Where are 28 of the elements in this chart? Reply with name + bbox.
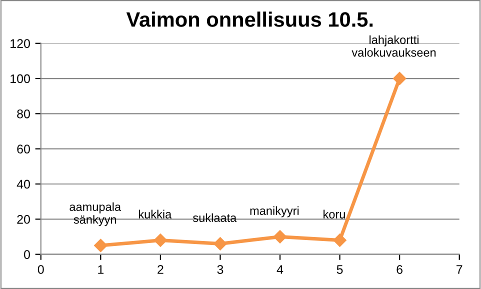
chart-title: Vaimon onnellisuus 10.5. <box>126 12 373 27</box>
x-tick-label: 4 <box>276 265 284 274</box>
x-tick-label: 6 <box>396 265 402 274</box>
x-tick-label: 2 <box>158 265 164 274</box>
annotation: lahjakortti valokuvaukseen <box>352 35 436 57</box>
point <box>273 230 287 244</box>
y-tick-label: 20 <box>17 214 30 224</box>
y-tick-label: 120 <box>10 39 30 48</box>
annotation: koru <box>324 210 345 218</box>
point <box>94 238 108 252</box>
y-tick-label: 60 <box>17 144 30 154</box>
point <box>333 234 346 247</box>
x-tick-label: 0 <box>38 265 44 274</box>
x-tick-label: 5 <box>336 265 343 274</box>
y-tick-label: 40 <box>16 180 30 189</box>
annotation: suklaata <box>193 213 237 222</box>
y-tick-label: 0 <box>24 250 30 259</box>
x-tick-label: 3 <box>217 265 224 274</box>
point <box>392 72 406 86</box>
point <box>214 237 227 250</box>
x-tick-label: 1 <box>98 265 104 274</box>
x-tick-label: 7 <box>456 265 462 274</box>
annotation: aamupala sänkyyn <box>70 202 122 226</box>
point <box>154 234 168 247</box>
annotation: manikyyri <box>250 206 299 218</box>
y-tick-label: 80 <box>17 109 30 118</box>
y-tick-label: 100 <box>10 74 30 84</box>
annotation: kukkia <box>138 210 172 218</box>
